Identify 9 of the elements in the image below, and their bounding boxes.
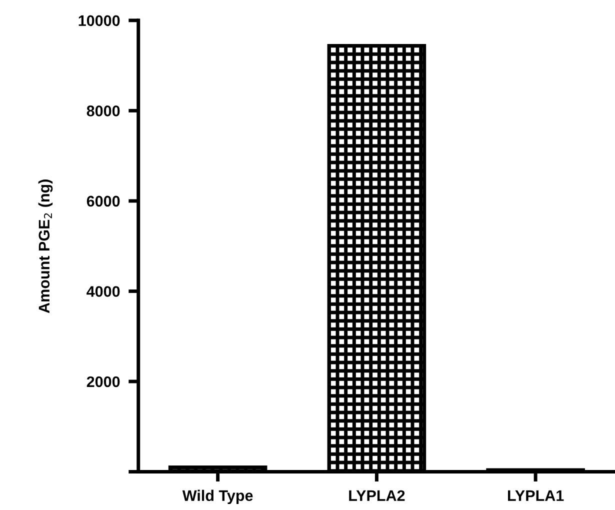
y-tick-label: 2000 [86,376,120,388]
y-tick-label: 10000 [78,15,120,26]
y-tick-label: 4000 [86,286,120,297]
y-axis-title: Amount PGE$_{2}$ (ng) [38,180,53,314]
x-tick-label: LYPLA1 [508,490,564,501]
y-tick-label: 6000 [86,196,120,207]
x-tick-label: Wild Type [182,490,253,504]
x-tick-label: LYPLA2 [349,490,405,501]
y-tick-label: 8000 [86,106,120,116]
